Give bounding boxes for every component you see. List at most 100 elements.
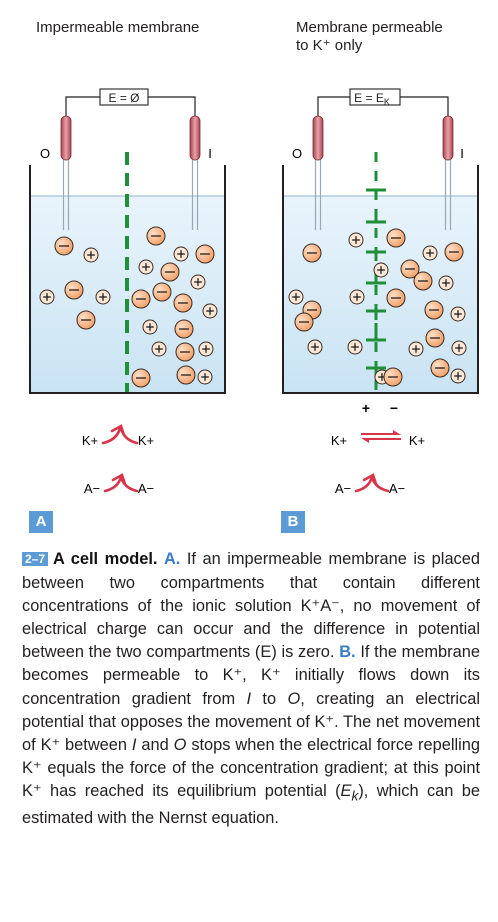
cation-icon <box>450 306 466 322</box>
cation-icon <box>198 341 214 357</box>
caption-text-b2: to <box>262 689 277 708</box>
flux-a-k-left: K+ <box>82 433 98 448</box>
panel-a-label: A <box>29 511 53 533</box>
anion-icon <box>294 312 314 332</box>
bounce-arrows-a-a <box>103 473 139 493</box>
figure-caption: 2–7 A cell model. A. If an impermeable me… <box>22 548 480 830</box>
cation-icon <box>408 341 424 357</box>
bounce-arrows-b-a <box>354 473 390 493</box>
figure: Impermeable membrane Membrane permeable … <box>29 19 479 533</box>
bounce-arrows-a-k <box>101 424 139 445</box>
anion-icon <box>64 280 84 300</box>
electrode-b-right <box>442 115 454 161</box>
charge-b-plus: + <box>362 400 370 416</box>
solution-b <box>283 196 478 393</box>
voltmeter-a-label: E = Ø <box>108 91 139 105</box>
panel-b-title: Membrane permeable to K⁺ only <box>296 19 443 55</box>
caption-text-b1: If the membrane becomes permeable to K⁺,… <box>22 643 480 708</box>
cation-icon <box>142 319 158 335</box>
panel-b-title-line1: Membrane permeable <box>296 19 443 36</box>
anion-icon <box>424 300 444 320</box>
caption-text-b6: ), which can be estimated with the Nerns… <box>22 781 480 828</box>
k-channel-icon <box>366 250 386 261</box>
anion-icon <box>54 236 74 256</box>
electrode-b-left <box>312 115 324 161</box>
ions-b <box>288 228 467 387</box>
caption-i-2: I <box>131 735 137 754</box>
beaker-b <box>282 165 479 394</box>
cation-icon <box>348 232 364 248</box>
figure-number-badge: 2–7 <box>22 552 49 566</box>
ions-a <box>39 226 218 388</box>
anion-icon <box>430 358 450 378</box>
caption-o-2: O <box>173 735 187 754</box>
cation-icon <box>349 289 365 305</box>
cation-icon <box>438 275 454 291</box>
cation-icon <box>95 289 111 305</box>
anion-icon <box>160 262 180 282</box>
anion-icon <box>173 293 193 313</box>
flux-b-k-right: K+ <box>409 433 425 448</box>
beaker-a <box>29 165 226 394</box>
caption-text-b3: , creating an electrical potential that … <box>22 689 481 754</box>
anion-icon <box>302 243 322 263</box>
caption-text-b4: and <box>141 735 169 754</box>
electrode-a-right-label: I <box>208 146 212 161</box>
anion-icon <box>76 310 96 330</box>
k-channel-icon <box>366 331 386 342</box>
caption-label-b: B. <box>339 643 356 662</box>
anion-icon <box>146 226 166 246</box>
cation-icon <box>347 339 363 355</box>
equilibrium-arrows-b <box>361 430 401 443</box>
cation-icon <box>202 303 218 319</box>
anion-icon <box>444 242 464 262</box>
cation-icon <box>173 246 189 262</box>
electrode-a-left-label: O <box>40 146 50 161</box>
cation-icon <box>197 369 213 385</box>
k-channel-icon <box>366 213 386 224</box>
voltmeter-b <box>349 88 401 106</box>
caption-i-1: I <box>246 689 252 708</box>
caption-text-b5: stops when the electrical force repellin… <box>22 735 480 800</box>
anion-icon <box>400 259 420 279</box>
panel-b-title-line2: to K⁺ only <box>296 37 363 54</box>
k-channel-icon <box>366 188 386 199</box>
flux-a-a-right: A− <box>138 481 154 496</box>
caption-e-sub: k <box>351 788 359 804</box>
anion-icon <box>175 342 195 362</box>
voltmeter-a <box>99 88 149 106</box>
electrode-a-left <box>60 115 72 161</box>
cation-icon <box>39 289 55 305</box>
panel-b-label: B <box>281 511 305 533</box>
anion-icon <box>176 365 196 385</box>
anion-icon <box>425 328 445 348</box>
cation-icon <box>288 289 304 305</box>
anion-icon <box>195 244 215 264</box>
panel-a-title: Impermeable membrane <box>36 19 200 36</box>
cation-icon <box>451 340 467 356</box>
panel-a: E = Ø O I K+ K+ A− A− <box>29 88 226 496</box>
electrode-b-left-label: O <box>292 146 302 161</box>
cation-icon <box>138 259 154 275</box>
cation-icon <box>422 245 438 261</box>
anion-icon <box>174 319 194 339</box>
wire-b <box>317 96 449 118</box>
k-channel-icon <box>366 309 386 320</box>
cation-icon <box>307 339 323 355</box>
caption-text-a: If an impermeable membrane is placed bet… <box>22 550 480 662</box>
caption-title: A cell model. <box>53 550 158 568</box>
anion-icon <box>152 282 172 302</box>
electrode-b-right-label: I <box>460 146 464 161</box>
cation-icon <box>373 262 389 278</box>
anion-icon <box>386 228 406 248</box>
cation-icon <box>83 247 99 263</box>
diagram-svg: E = Ø O I K+ K+ A− A− <box>29 88 479 496</box>
flux-b-k-left: K+ <box>331 433 347 448</box>
anion-icon <box>131 289 151 309</box>
caption-o-1: O <box>287 689 301 708</box>
flux-b-a-left: A− <box>335 481 351 496</box>
caption-e: E <box>340 781 352 800</box>
electrode-a-right <box>189 115 201 161</box>
k-channels-b <box>366 188 386 377</box>
cation-icon <box>450 368 466 384</box>
